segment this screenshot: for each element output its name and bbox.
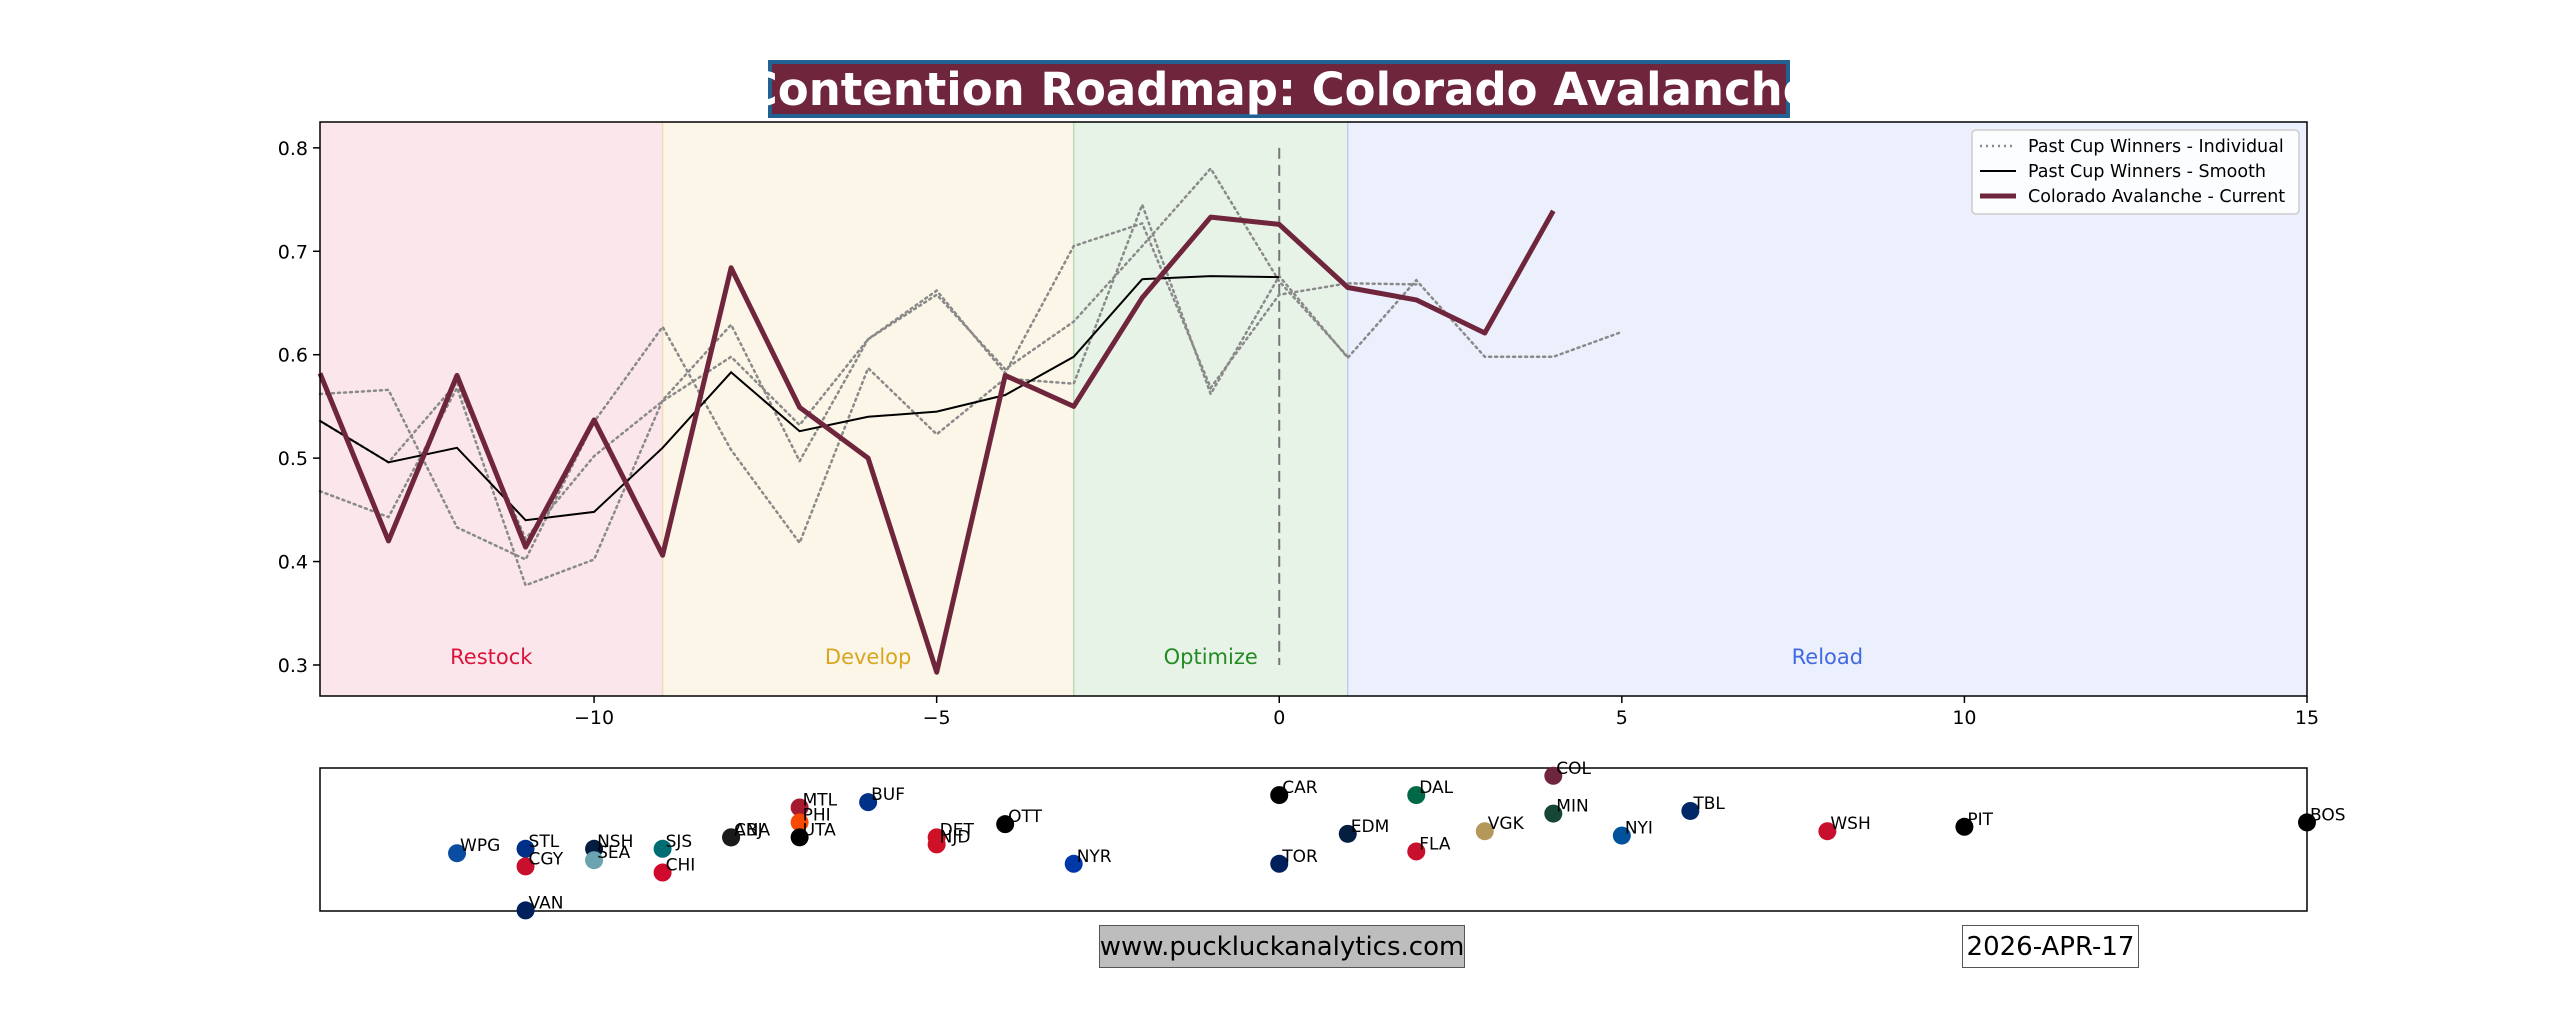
current-series-line — [317, 209, 1556, 675]
team-label-fla: FLA — [1419, 834, 1451, 854]
y-tick-label: 0.8 — [278, 138, 308, 160]
team-marker-min — [1544, 804, 1563, 823]
individual-series-line-1 — [318, 201, 1624, 562]
phase-label-develop: Develop — [825, 645, 911, 669]
phase-band-develop — [662, 122, 1074, 696]
team-marker-ott — [996, 815, 1015, 834]
team-label-min: MIN — [1556, 797, 1588, 817]
team-label-sjs: SJS — [666, 832, 693, 852]
team-label-dal: DAL — [1419, 778, 1453, 798]
chart-title: Contention Roadmap: Colorado Avalanche — [745, 60, 1813, 118]
x-tick-label: 0 — [1273, 707, 1285, 729]
team-label-nsh: NSH — [597, 832, 633, 852]
legend-box — [1971, 129, 2300, 215]
website-label: www.puckluckanalytics.com — [1099, 925, 1465, 968]
x-tick-label: 15 — [2295, 707, 2319, 729]
team-marker-nyr — [1064, 854, 1083, 873]
team-label-stl: STL — [529, 832, 560, 852]
team-label-bos: BOS — [2310, 805, 2346, 825]
team-marker-phi — [790, 813, 809, 832]
team-label-njd: NJD — [940, 827, 971, 847]
team-marker-buf — [859, 793, 878, 812]
phase-band-reload — [1347, 122, 2307, 696]
team-marker-ana — [722, 828, 741, 847]
legend-label: Past Cup Winners - Smooth — [2028, 162, 2266, 182]
team-marker-uta — [790, 828, 809, 847]
team-marker-chi — [653, 863, 672, 882]
phase-label-reload: Reload — [1792, 645, 1863, 669]
x-tick-label: 10 — [1952, 707, 1976, 729]
team-label-sea: SEA — [597, 843, 631, 863]
team-label-chi: CHI — [666, 856, 696, 876]
y-tick-label: 0.7 — [278, 241, 308, 263]
team-marker-car — [1270, 786, 1289, 805]
team-label-edm: EDM — [1351, 817, 1390, 837]
team-label-tbl: TBL — [1692, 794, 1725, 814]
team-marker-sea — [585, 851, 604, 870]
team-marker-fla — [1407, 842, 1426, 861]
x-tick-label: 5 — [1616, 707, 1628, 729]
main-plot-frame — [319, 121, 2308, 697]
team-label-cgy: CGY — [529, 849, 564, 869]
team-label-nyi: NYI — [1625, 819, 1653, 839]
team-marker-col — [1544, 766, 1563, 785]
team-marker-vgk — [1475, 822, 1494, 841]
team-label-ana: ANA — [734, 820, 770, 840]
team-label-mtl: MTL — [803, 790, 838, 810]
smooth-series-line — [319, 275, 1280, 522]
team-marker-nyi — [1612, 826, 1631, 845]
date-label: 2026-APR-17 — [1962, 925, 2139, 968]
y-tick-label: 0.4 — [278, 552, 308, 574]
strip-plot-frame — [319, 767, 2308, 912]
legend-label: Past Cup Winners - Individual — [2028, 137, 2284, 157]
team-marker-van — [516, 901, 535, 920]
team-marker-sjs — [653, 839, 672, 858]
team-marker-tor — [1270, 854, 1289, 873]
team-marker-edm — [1338, 824, 1357, 843]
team-marker-cgy — [516, 857, 535, 876]
x-tick-label: −5 — [923, 707, 951, 729]
team-marker-njd — [927, 835, 946, 854]
team-label-buf: BUF — [871, 785, 905, 805]
team-marker-wsh — [1818, 822, 1837, 841]
main-plot: Restock Develop Optimize Reload 0.3 0.4 0.5 0.6… — [278, 121, 2319, 729]
team-label-cbj: CBJ — [734, 820, 763, 840]
phase-label-optimize: Optimize — [1164, 645, 1258, 669]
phase-band-optimize — [1073, 122, 1348, 696]
team-label-tor: TOR — [1281, 847, 1318, 867]
team-label-col: COL — [1556, 759, 1591, 779]
team-label-van: VAN — [529, 893, 564, 913]
team-marker-mtl — [790, 798, 809, 817]
team-label-nyr: NYR — [1077, 847, 1112, 867]
team-label-vgk: VGK — [1488, 814, 1525, 834]
y-tick-label: 0.6 — [278, 345, 308, 367]
phase-label-restock: Restock — [450, 645, 533, 669]
team-label-phi: PHI — [803, 805, 831, 825]
team-label-car: CAR — [1282, 778, 1317, 798]
x-tick-label: −10 — [574, 707, 614, 729]
team-label-ott: OTT — [1008, 807, 1042, 827]
phase-band-restock — [320, 122, 663, 696]
team-label-wsh: WSH — [1830, 814, 1870, 834]
team-marker-wpg — [448, 844, 467, 863]
y-tick-label: 0.5 — [278, 448, 308, 470]
legend-label: Colorado Avalanche - Current — [2028, 187, 2285, 207]
team-label-det: DET — [940, 820, 975, 840]
team-marker-stl — [516, 839, 535, 858]
y-tick-label: 0.3 — [278, 655, 308, 677]
team-marker-dal — [1407, 786, 1426, 805]
team-marker-pit — [1955, 817, 1974, 836]
team-marker-bos — [2298, 813, 2316, 832]
team-marker-tbl — [1681, 801, 1700, 820]
team-label-pit: PIT — [1967, 810, 1993, 830]
team-label-uta: UTA — [803, 820, 837, 840]
team-label-wpg: WPG — [460, 836, 500, 856]
